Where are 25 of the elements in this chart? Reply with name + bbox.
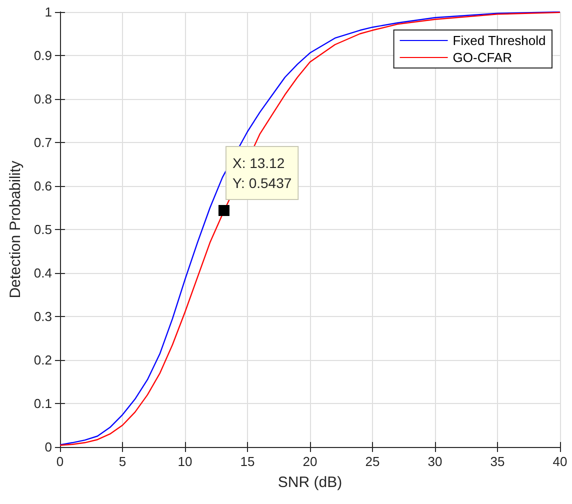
y-tick-label: 0.9 (34, 48, 52, 63)
y-tick-label: 1 (44, 4, 52, 20)
x-tick-label: 40 (552, 454, 568, 469)
x-tick-label: 15 (240, 454, 255, 469)
x-tick-label: 0 (56, 454, 64, 469)
y-tick-label: 0.6 (34, 178, 52, 194)
x-tick-label: 35 (490, 454, 505, 469)
y-tick-label: 0.1 (34, 396, 52, 411)
legend-label: GO-CFAR (452, 50, 512, 65)
annotation: X: 13.12 Y: 0.5437 (232, 154, 292, 191)
y-tick-label: 0.5 (34, 222, 52, 237)
y-tick-label: 0.2 (34, 352, 52, 368)
y-tick-label: 0 (44, 440, 52, 454)
x-tick-label: 10 (178, 454, 192, 469)
y-axis-title: Detection Probability (7, 160, 24, 298)
y-tick-label: 0.4 (34, 266, 52, 280)
x-axis-title: SNR (dB) (278, 474, 342, 491)
x-tick-label: 5 (118, 454, 126, 469)
x-tick-label: 25 (365, 454, 380, 469)
x-tick-label: 30 (428, 454, 442, 469)
x-tick-label: 20 (302, 454, 318, 469)
y-tick-label: 0.7 (34, 135, 52, 150)
y-tick-label: 0.8 (34, 92, 52, 106)
y-tick-label: 0.3 (34, 309, 52, 324)
legend-label: Fixed Threshold (452, 33, 546, 48)
